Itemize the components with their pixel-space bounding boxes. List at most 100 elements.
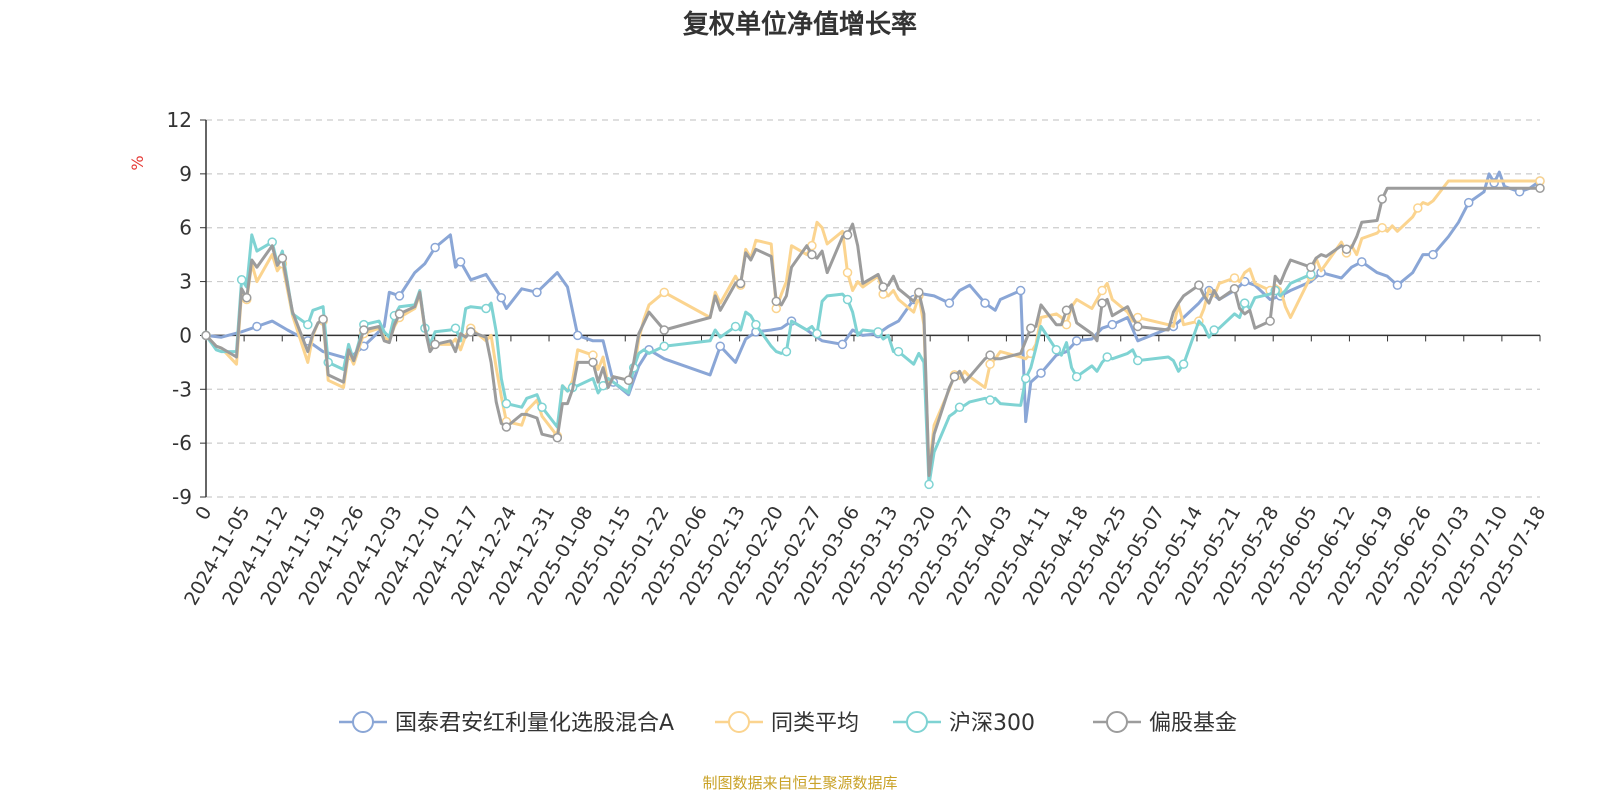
data-point — [201, 330, 211, 341]
y-tick-label: 3 — [179, 270, 192, 294]
data-point — [1071, 336, 1082, 346]
data-point — [1051, 345, 1062, 355]
data-point — [1392, 280, 1403, 290]
data-point — [1377, 194, 1387, 204]
data-point — [496, 292, 507, 303]
legend-swatch-marker — [352, 711, 374, 733]
series-line-3 — [204, 233, 1312, 486]
y-tick-label: 12 — [167, 108, 192, 132]
data-point — [1209, 325, 1219, 335]
data-point — [1133, 355, 1143, 366]
data-point — [1357, 257, 1367, 267]
data-point — [1036, 368, 1046, 378]
data-point — [588, 357, 598, 368]
data-point — [1061, 305, 1072, 316]
data-point — [1306, 262, 1316, 272]
data-point — [1463, 197, 1474, 208]
data-point — [1020, 373, 1031, 384]
data-point — [481, 303, 491, 314]
chart-title: 复权单位净值增长率 — [682, 10, 917, 40]
data-point — [252, 321, 262, 332]
source-note: 制图数据来自恒生聚源数据库 — [702, 774, 898, 792]
data-point — [751, 319, 761, 330]
data-point — [236, 275, 247, 285]
data-point — [532, 287, 542, 298]
data-point — [735, 278, 746, 289]
data-point — [1194, 280, 1204, 290]
data-point — [781, 346, 792, 357]
data-point — [359, 325, 369, 335]
data-point — [985, 359, 995, 369]
data-point — [659, 325, 669, 335]
data-point — [715, 341, 726, 351]
data-point — [1265, 316, 1275, 326]
series-line-4 — [204, 186, 1540, 477]
data-point — [623, 375, 634, 386]
series-line-1 — [205, 170, 1541, 424]
data-point — [985, 350, 995, 360]
y-tick-label: 6 — [179, 216, 192, 240]
data-point — [1015, 285, 1026, 296]
data-point — [878, 282, 888, 292]
legend-swatch-marker — [728, 711, 750, 733]
data-point — [277, 253, 288, 263]
legend-item-label: 国泰君安红利量化选股混合A — [395, 711, 674, 736]
data-point — [1239, 298, 1250, 308]
y-tick-label: -3 — [172, 377, 192, 401]
data-point — [394, 291, 405, 301]
data-point — [873, 327, 883, 337]
data-point — [1377, 222, 1387, 233]
data-point — [1341, 244, 1352, 255]
y-axis-unit: % — [128, 155, 147, 170]
data-point — [837, 339, 848, 350]
x-tick-label: 0 — [191, 503, 216, 524]
data-point — [1428, 249, 1438, 260]
data-point — [430, 339, 440, 350]
data-point — [537, 402, 547, 412]
data-point — [954, 402, 965, 412]
data-point — [1133, 321, 1143, 332]
data-point — [659, 341, 669, 351]
data-point — [1071, 371, 1082, 382]
data-point — [501, 422, 512, 432]
data-point — [1229, 273, 1240, 283]
data-point — [807, 249, 817, 260]
data-point — [1097, 298, 1107, 308]
data-point — [303, 319, 313, 330]
y-tick-label: 0 — [179, 323, 192, 347]
data-point — [430, 242, 440, 253]
data-point — [730, 321, 741, 332]
legend-item-label: 同类平均 — [771, 711, 859, 736]
data-point — [572, 330, 583, 341]
y-tick-label: -6 — [172, 431, 192, 455]
data-point — [394, 309, 405, 319]
data-point — [466, 327, 476, 337]
data-point — [924, 479, 934, 490]
data-point — [842, 267, 853, 278]
data-point — [1102, 352, 1112, 362]
y-tick-label: 9 — [179, 162, 192, 186]
data-point — [450, 323, 461, 333]
data-point — [241, 292, 252, 303]
legend-swatch-marker — [906, 711, 928, 733]
data-point — [1026, 323, 1036, 333]
data-point — [949, 371, 960, 382]
y-tick-label: -9 — [172, 485, 192, 509]
data-point — [914, 287, 924, 298]
data-point — [318, 314, 328, 325]
data-point — [985, 395, 995, 405]
data-point — [1413, 203, 1423, 213]
data-point — [455, 257, 466, 267]
data-point — [1178, 359, 1189, 369]
data-point — [659, 287, 669, 298]
legend-item-label: 偏股基金 — [1149, 711, 1237, 736]
data-point — [1229, 284, 1240, 294]
data-point — [1535, 183, 1545, 193]
data-point — [842, 294, 853, 305]
series-line-2 — [204, 179, 1540, 472]
data-point — [944, 298, 955, 308]
data-point — [771, 296, 782, 307]
data-point — [893, 346, 904, 357]
